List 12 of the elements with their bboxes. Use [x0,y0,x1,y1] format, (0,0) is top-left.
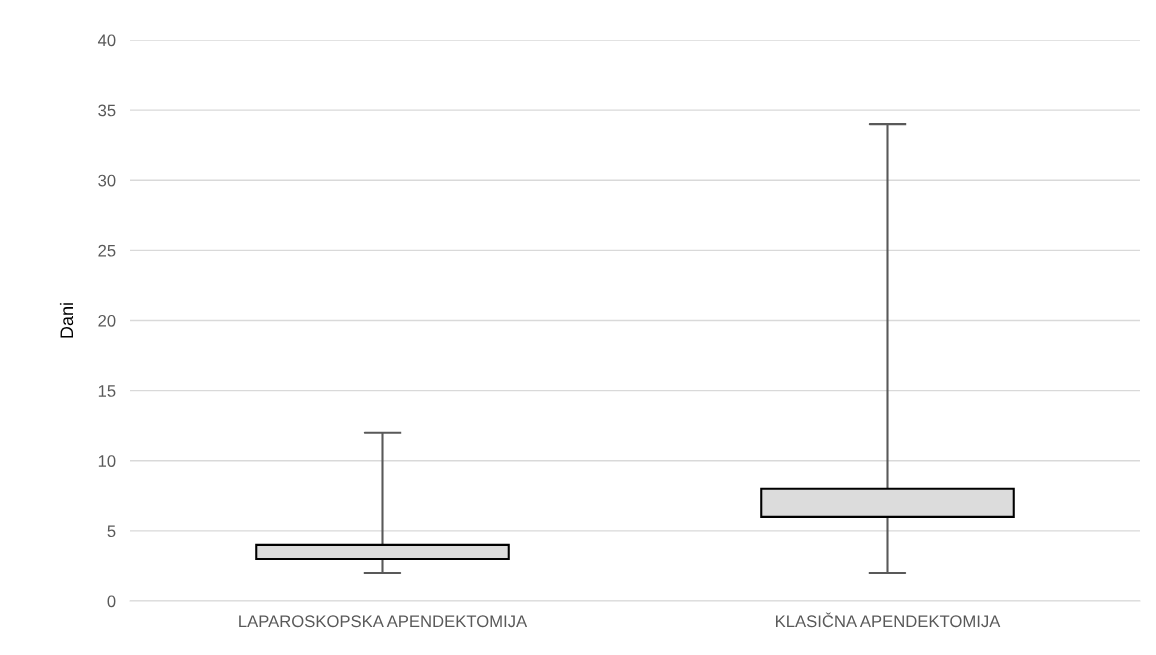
y-tick-label: 10 [98,455,116,467]
y-tick-label: 35 [98,104,116,117]
x-tick-label: KLASIČNA APENDEKTOMIJA [776,612,1001,628]
y-tick-label: 25 [98,244,116,257]
y-tick-label: 15 [98,385,116,397]
y-tick-label: 5 [107,525,116,538]
y-tick-label: 40 [97,34,116,47]
y-tick-label: 0 [107,595,116,608]
x-tick-label: LAPAROSKOPSKA APENDEKTOMIJA [239,615,528,628]
y-tick-label: 30 [98,174,116,187]
y-tick-label: 20 [98,314,116,327]
y-axis-title: Dani [59,303,74,338]
